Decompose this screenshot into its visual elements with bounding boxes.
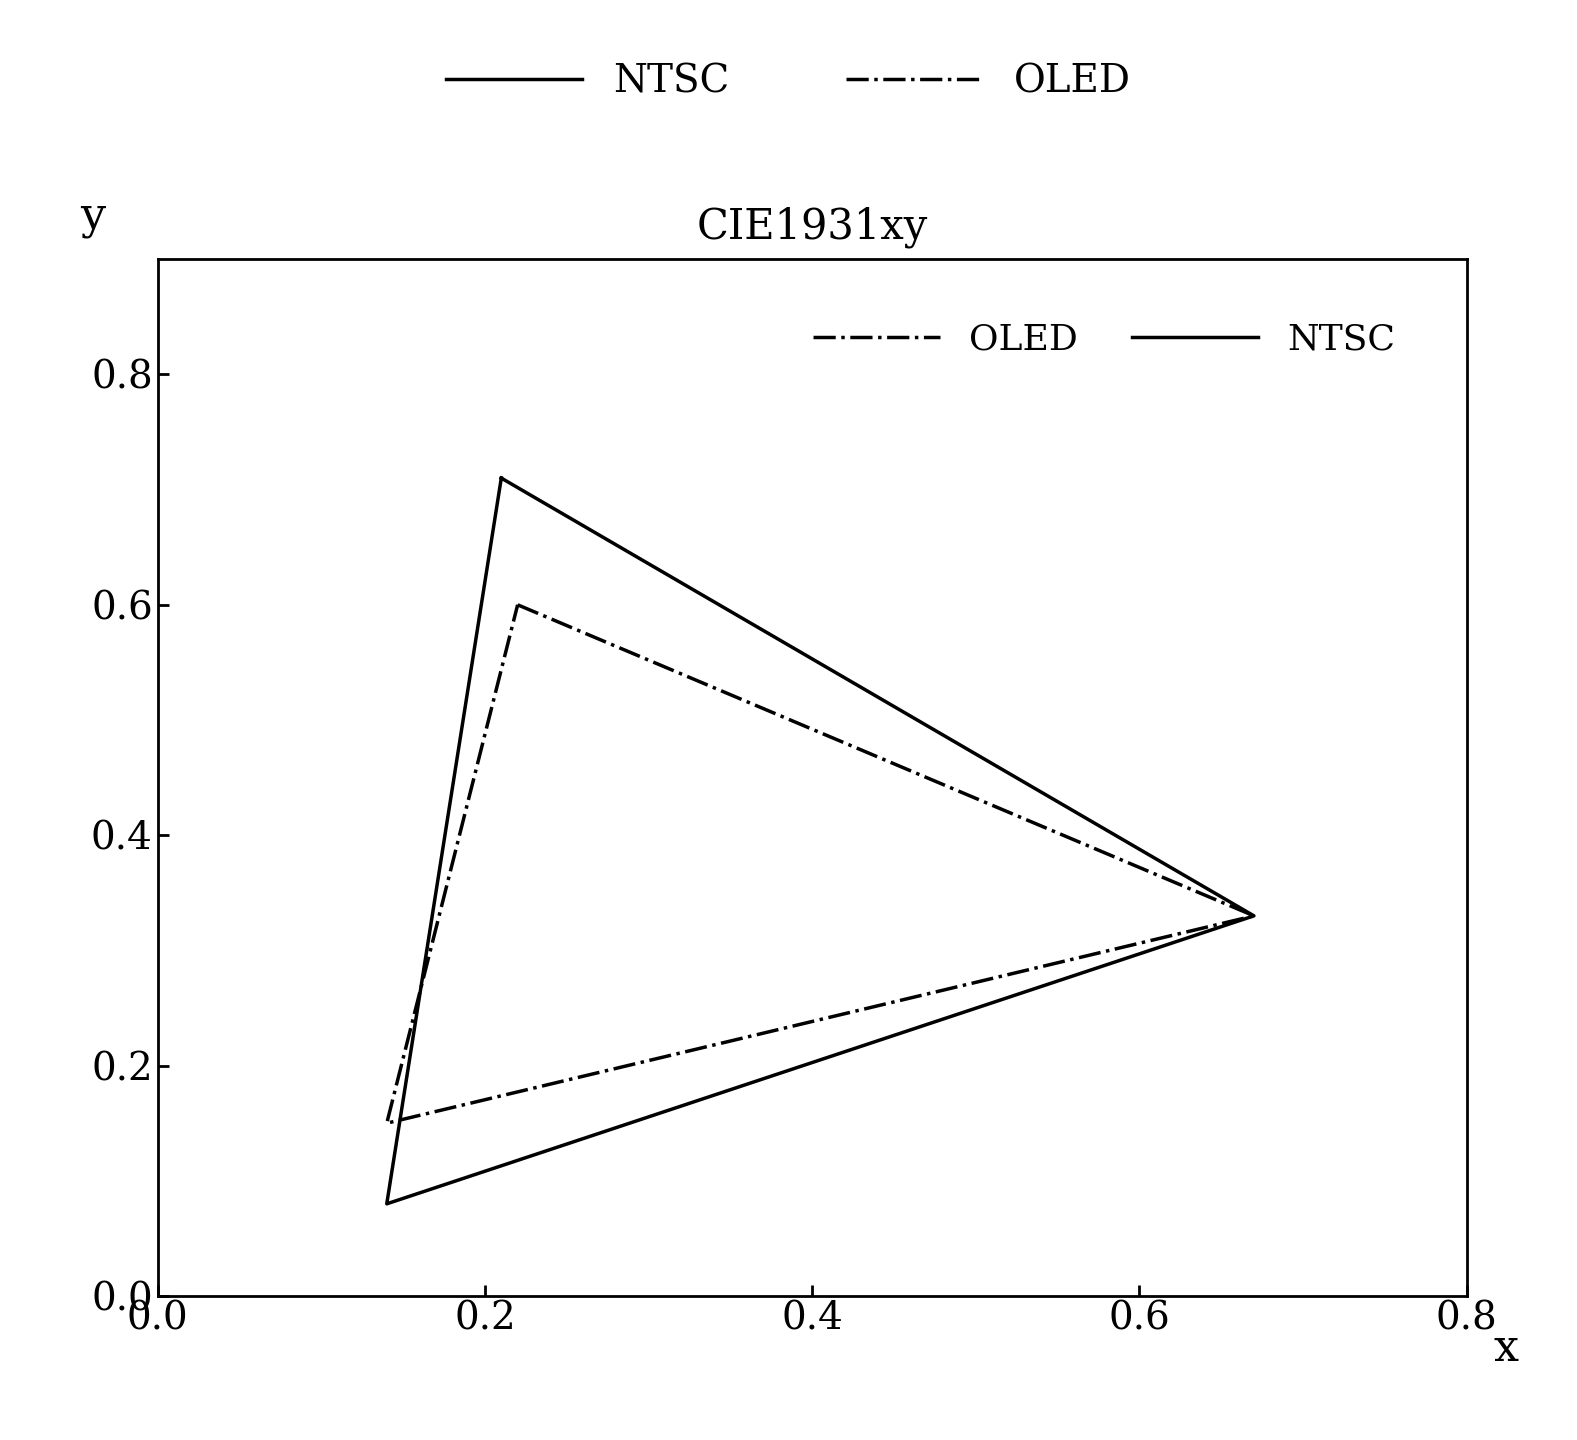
Y-axis label: y: y — [80, 196, 104, 239]
Line: OLED: OLED — [386, 605, 1254, 1123]
NTSC — [1244, 907, 1263, 924]
OLED — [377, 1115, 396, 1132]
NTSC — [492, 469, 511, 487]
X-axis label: x: x — [1493, 1328, 1519, 1371]
NTSC — [377, 1195, 396, 1212]
OLED — [1244, 907, 1263, 924]
OLED — [508, 596, 527, 613]
Legend: NTSC, OLED: NTSC, OLED — [431, 49, 1146, 117]
Line: NTSC: NTSC — [386, 478, 1254, 1204]
OLED — [508, 596, 527, 613]
NTSC — [492, 469, 511, 487]
Title: CIE1931xy: CIE1931xy — [697, 206, 927, 248]
Legend: OLED, NTSC: OLED, NTSC — [800, 308, 1410, 372]
